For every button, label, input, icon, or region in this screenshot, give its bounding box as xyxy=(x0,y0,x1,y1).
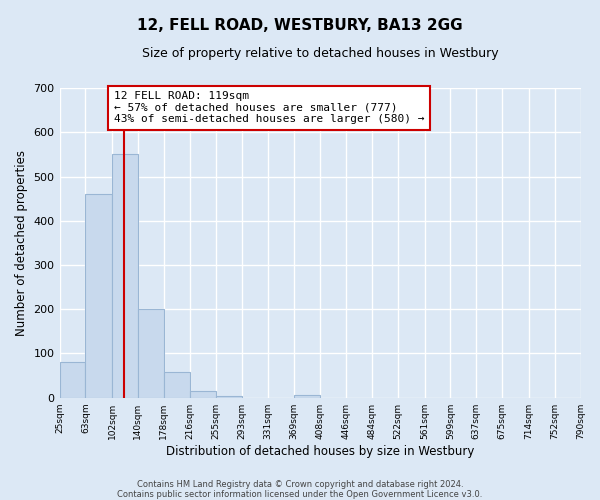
Y-axis label: Number of detached properties: Number of detached properties xyxy=(15,150,28,336)
X-axis label: Distribution of detached houses by size in Westbury: Distribution of detached houses by size … xyxy=(166,444,474,458)
Bar xyxy=(112,154,138,398)
Bar xyxy=(85,194,112,398)
Text: 12 FELL ROAD: 119sqm
← 57% of detached houses are smaller (777)
43% of semi-deta: 12 FELL ROAD: 119sqm ← 57% of detached h… xyxy=(114,91,425,124)
Bar xyxy=(138,309,164,398)
Text: 12, FELL ROAD, WESTBURY, BA13 2GG: 12, FELL ROAD, WESTBURY, BA13 2GG xyxy=(137,18,463,32)
Text: Contains HM Land Registry data © Crown copyright and database right 2024.: Contains HM Land Registry data © Crown c… xyxy=(137,480,463,489)
Text: Contains public sector information licensed under the Open Government Licence v3: Contains public sector information licen… xyxy=(118,490,482,499)
Bar xyxy=(216,396,242,398)
Bar xyxy=(164,372,190,398)
Bar xyxy=(59,362,85,398)
Title: Size of property relative to detached houses in Westbury: Size of property relative to detached ho… xyxy=(142,48,499,60)
Bar xyxy=(294,396,320,398)
Bar xyxy=(190,391,216,398)
